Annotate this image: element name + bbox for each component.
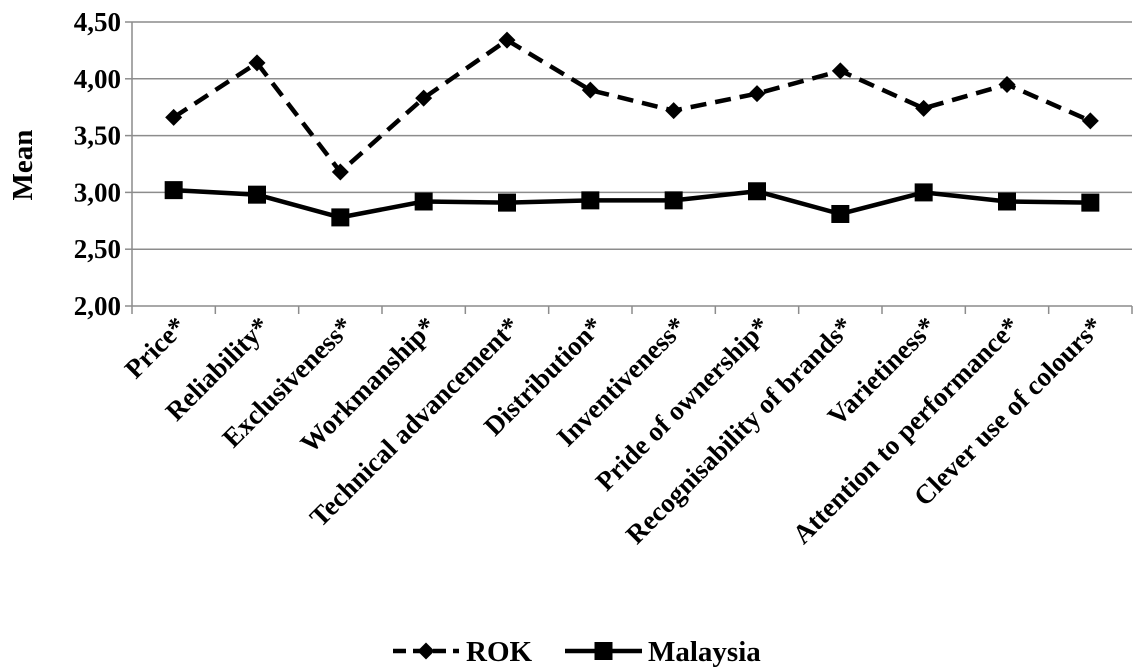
gridlines [132, 21, 1132, 250]
data-point-square [664, 191, 683, 210]
data-point-square [331, 208, 350, 227]
series-layer [164, 31, 1100, 227]
data-point-square [831, 204, 850, 223]
data-point-square [594, 642, 613, 660]
data-point-square [748, 182, 766, 201]
data-point-square [914, 183, 933, 202]
legend-label: Malaysia [648, 636, 761, 668]
data-point-diamond [165, 108, 183, 126]
data-point-square [1081, 193, 1100, 212]
data-point-square [414, 192, 433, 211]
y-tick-label: 3,50 [74, 121, 121, 151]
data-point-diamond [498, 31, 516, 49]
data-point-diamond [331, 163, 349, 181]
data-point-diamond [665, 102, 683, 120]
y-tick-label: 4,00 [74, 64, 121, 94]
data-point-diamond [248, 54, 266, 72]
series-rok [165, 31, 1099, 181]
axes [125, 21, 1133, 314]
y-tick-label: 2,00 [74, 291, 121, 321]
legend-item-malaysia: Malaysia [565, 636, 761, 668]
y-tick-label: 3,00 [74, 177, 121, 207]
series-line [172, 37, 1092, 175]
y-tick-labels: 2,00 2,50 3,00 3,50 4,00 4,50 [74, 7, 121, 321]
x-tick-labels: Price*Reliability*Exclusiveness*Workmans… [119, 311, 1109, 550]
y-tick-label: 4,50 [74, 7, 121, 37]
legend-item-rok: ROK [393, 636, 533, 668]
data-point-square [248, 185, 266, 204]
data-point-diamond [915, 99, 933, 117]
data-point-square [164, 181, 183, 200]
data-point-square [498, 193, 516, 212]
data-point-diamond [1081, 112, 1099, 130]
data-point-diamond [415, 89, 433, 107]
series-line [173, 187, 1091, 220]
data-point-diamond [581, 81, 599, 99]
series-malaysia [164, 181, 1100, 227]
x-tick-label: Price* [119, 311, 192, 384]
data-point-diamond [831, 62, 849, 80]
y-tick-label: 2,50 [74, 234, 121, 264]
legend: ROK Malaysia [393, 636, 761, 668]
y-axis-label: Mean [7, 130, 39, 201]
data-point-diamond [417, 642, 435, 660]
legend-label: ROK [466, 636, 533, 668]
data-point-square [581, 191, 600, 210]
data-point-square [998, 192, 1016, 211]
data-point-diamond [748, 85, 766, 103]
data-point-diamond [998, 75, 1016, 93]
